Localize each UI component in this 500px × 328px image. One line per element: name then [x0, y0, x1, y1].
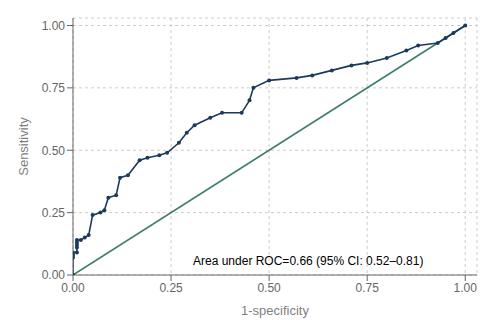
- svg-text:0.50: 0.50: [42, 144, 66, 158]
- svg-text:0.75: 0.75: [42, 81, 66, 95]
- svg-text:1-specificity: 1-specificity: [241, 303, 309, 318]
- svg-text:0.25: 0.25: [42, 206, 66, 220]
- svg-text:0.00: 0.00: [61, 281, 85, 295]
- html-text:Area under ROC=0.66 (95% CI: 0: Area under ROC=0.66 (95% CI: 0.52–0.81): [193, 254, 424, 268]
- svg-text:0.25: 0.25: [159, 281, 183, 295]
- svg-text:1.00: 1.00: [454, 281, 478, 295]
- svg-text:1.00: 1.00: [42, 19, 66, 33]
- svg-text:Sensitivity: Sensitivity: [16, 117, 31, 176]
- svg-text:0.75: 0.75: [355, 281, 379, 295]
- svg-text:0.00: 0.00: [42, 268, 66, 282]
- svg-text:0.50: 0.50: [257, 281, 281, 295]
